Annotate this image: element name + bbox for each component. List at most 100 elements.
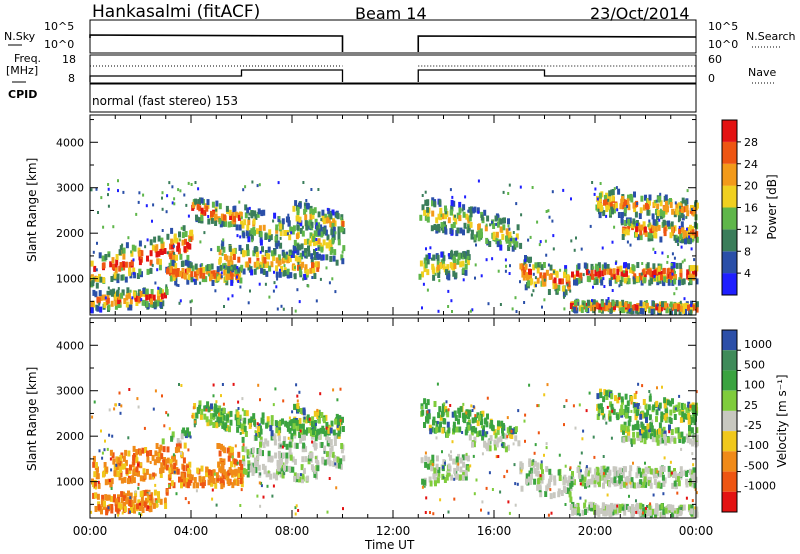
echo-cell (329, 439, 333, 446)
echo-cell (130, 507, 133, 513)
echo-speckle (451, 310, 453, 313)
echo-cell (293, 239, 297, 246)
echo-cell (540, 477, 544, 484)
echo-cell (450, 209, 454, 216)
echo-cell (563, 474, 567, 481)
echo-speckle (686, 227, 688, 231)
echo-cell (194, 263, 198, 270)
echo-speckle (278, 216, 281, 220)
velocity-cbar-tick-label: -500 (744, 459, 769, 472)
echo-cell (110, 276, 114, 282)
echo-cell (459, 466, 463, 473)
echo-cell (455, 250, 459, 257)
echo-cell (461, 474, 465, 481)
echo-cell (172, 268, 175, 275)
echo-speckle (511, 307, 514, 311)
echo-speckle (173, 251, 176, 255)
echo-cell (633, 304, 637, 311)
echo-speckle (691, 499, 694, 503)
echo-cell (576, 270, 580, 277)
echo-speckle (272, 219, 275, 223)
echo-cell (253, 419, 257, 426)
echo-cell (611, 509, 615, 516)
echo-cell (453, 467, 457, 474)
echo-cell (441, 403, 445, 410)
echo-cell (313, 410, 317, 417)
echo-speckle (235, 275, 238, 279)
echo-speckle (211, 488, 214, 492)
echo-cell (228, 245, 232, 252)
echo-cell (623, 481, 626, 488)
echo-speckle (487, 511, 490, 515)
echo-cell (452, 421, 456, 428)
echo-cell (644, 194, 647, 201)
echo-cell (602, 510, 606, 517)
echo-cell (599, 205, 603, 212)
echo-cell (273, 212, 277, 219)
echo-cell (323, 213, 327, 220)
echo-cell (301, 250, 305, 257)
echo-speckle (677, 243, 680, 246)
echo-cell (614, 466, 618, 473)
echo-cell (277, 450, 281, 457)
echo-cell (477, 235, 481, 242)
echo-speckle (425, 247, 427, 251)
echo-cell (207, 469, 211, 476)
echo-cell (317, 229, 321, 236)
echo-cell (433, 201, 437, 208)
echo-cell (301, 434, 305, 441)
echo-speckle (593, 455, 596, 459)
echo-cell (681, 303, 685, 310)
echo-speckle (220, 408, 223, 412)
echo-cell (325, 451, 329, 458)
echo-cell (681, 237, 685, 244)
echo-cell (642, 221, 646, 228)
echo-speckle (653, 278, 656, 282)
echo-cell (693, 509, 697, 516)
echo-cell (286, 271, 290, 278)
y-tick-label: 4000 (56, 136, 84, 149)
echo-cell (341, 426, 345, 432)
echo-cell (590, 478, 594, 485)
echo-cell (192, 482, 196, 489)
echo-cell (536, 470, 540, 477)
echo-cell (671, 208, 675, 215)
echo-speckle (648, 222, 651, 226)
nsearch-tick-top: 10^5 (708, 20, 739, 33)
echo-cell (439, 207, 443, 214)
echo-cell (243, 425, 247, 432)
echo-speckle (282, 399, 285, 403)
echo-speckle (585, 409, 588, 413)
velocity-cbar-swatch (722, 431, 737, 452)
echo-cell (137, 470, 140, 477)
echo-speckle (520, 469, 523, 473)
echo-speckle (426, 410, 429, 414)
echo-speckle (426, 288, 429, 292)
echo-cell (260, 210, 264, 217)
echo-speckle (532, 465, 535, 469)
echo-cell (566, 480, 570, 487)
echo-cell (209, 273, 213, 280)
echo-cell (679, 272, 683, 279)
echo-speckle (122, 190, 125, 194)
echo-cell (497, 420, 500, 427)
echo-cell (695, 231, 699, 238)
echo-speckle (449, 188, 452, 192)
echo-cell (639, 207, 643, 214)
echo-cell (166, 457, 170, 464)
echo-cell (117, 298, 121, 305)
echo-speckle (611, 409, 614, 413)
echo-cell (304, 220, 308, 227)
echo-speckle (565, 399, 568, 403)
echo-cell (688, 468, 692, 475)
echo-cell (114, 303, 118, 310)
echo-cell (605, 304, 609, 311)
echo-speckle (598, 413, 600, 417)
echo-cell (626, 425, 630, 432)
echo-cell (236, 411, 240, 418)
echo-cell (119, 454, 123, 461)
echo-speckle (693, 258, 696, 262)
echo-cell (177, 446, 181, 453)
echo-speckle (97, 480, 100, 484)
echo-cell (517, 440, 521, 447)
